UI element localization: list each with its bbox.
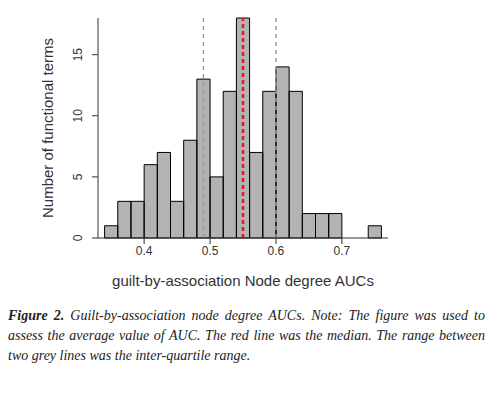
svg-text:guilt-by-association Node degr: guilt-by-association Node degree AUCs <box>112 272 374 289</box>
svg-text:0.6: 0.6 <box>268 244 285 258</box>
svg-text:10: 10 <box>71 109 85 123</box>
svg-text:5: 5 <box>71 173 85 180</box>
svg-text:15: 15 <box>71 48 85 62</box>
html-text:Figure 2. Guilt-by-association: Figure 2. Guilt-by-association node degr… <box>8 308 485 363</box>
svg-text:0: 0 <box>71 234 85 241</box>
svg-text:0.4: 0.4 <box>136 244 153 258</box>
svg-text:0.5: 0.5 <box>202 244 219 258</box>
svg-text:0.7: 0.7 <box>334 244 351 258</box>
svg-text:Number of functional terms: Number of functional terms <box>39 38 56 218</box>
